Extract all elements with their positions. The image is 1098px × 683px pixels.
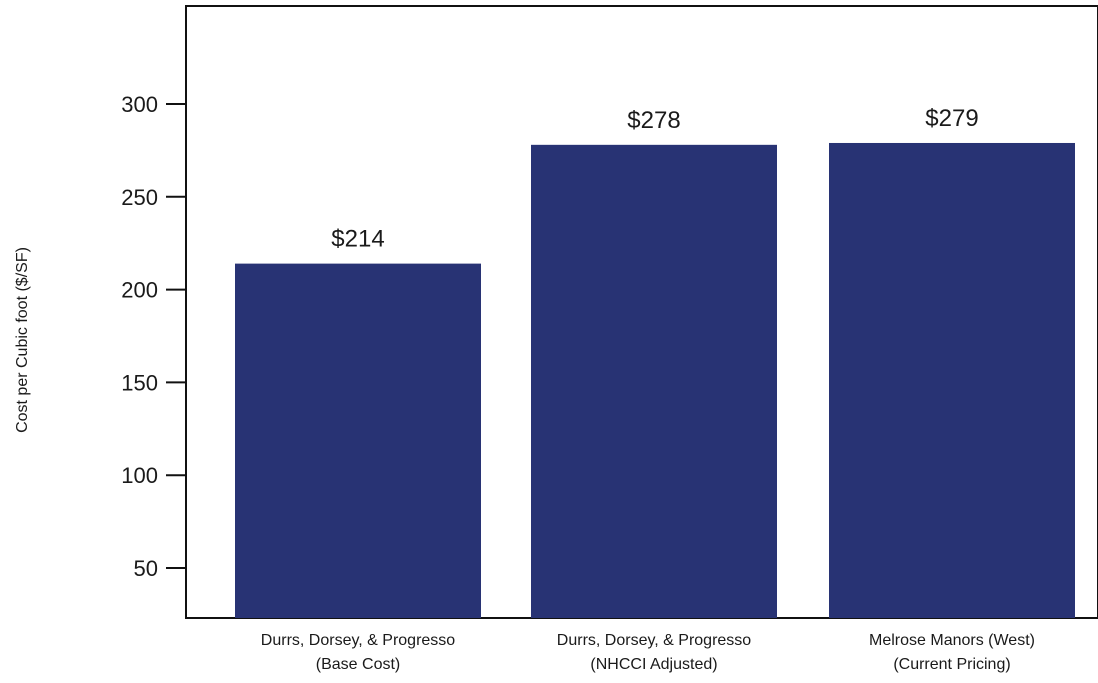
y-tick-label: 150	[121, 370, 158, 395]
x-category-label: Durrs, Dorsey, & Progresso	[261, 632, 456, 649]
data-label: $214	[331, 226, 384, 253]
data-labels: $214 $278 $279	[331, 105, 978, 253]
y-tick-label: 50	[134, 556, 158, 581]
data-label: $279	[925, 105, 978, 132]
x-category-label: (Current Pricing)	[893, 656, 1010, 673]
x-category-label: Melrose Manors (West)	[869, 632, 1035, 649]
y-tick-label: 300	[121, 92, 158, 117]
y-tick-label: 250	[121, 185, 158, 210]
x-category-label: (Base Cost)	[316, 656, 400, 673]
bar	[829, 142, 1075, 618]
y-axis: 50 100 150 200 250 300	[121, 92, 186, 581]
bars	[235, 142, 1075, 618]
bar	[531, 144, 777, 618]
y-tick-label: 200	[121, 278, 158, 303]
x-category-label: (NHCCI Adjusted)	[590, 656, 717, 673]
data-label: $278	[627, 107, 680, 134]
y-tick-label: 100	[121, 463, 158, 488]
x-category-label: Durrs, Dorsey, & Progresso	[557, 632, 752, 649]
bar	[235, 263, 481, 618]
y-axis-title: Cost per Cubic foot ($/SF)	[14, 247, 31, 433]
x-axis: Durrs, Dorsey, & Progresso (Base Cost) Dur…	[261, 632, 1035, 673]
